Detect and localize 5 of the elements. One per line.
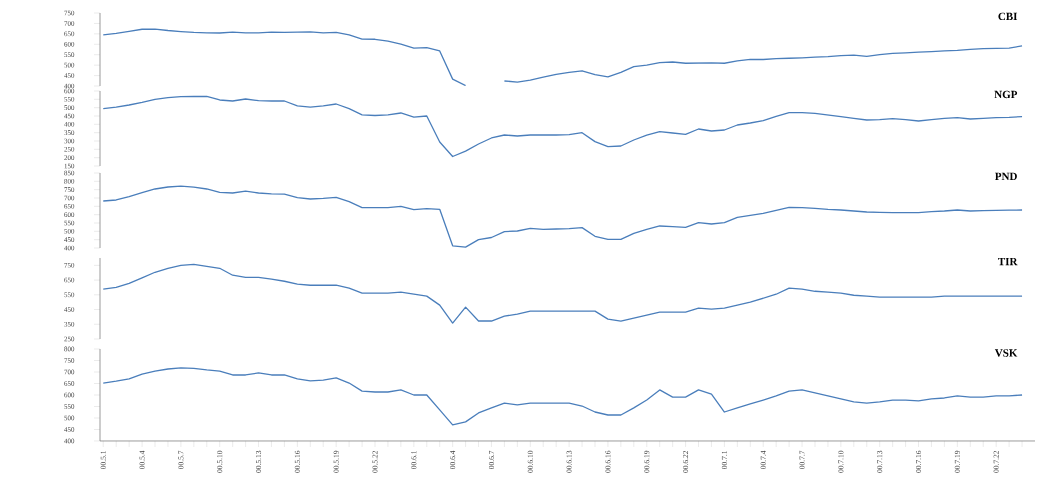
chart-title: TIR	[998, 257, 1018, 266]
chart-title: PND	[995, 172, 1017, 180]
chart-title: NGP	[994, 90, 1018, 99]
chart-title: CBI	[998, 12, 1018, 21]
chart-title: VSK	[994, 349, 1018, 357]
